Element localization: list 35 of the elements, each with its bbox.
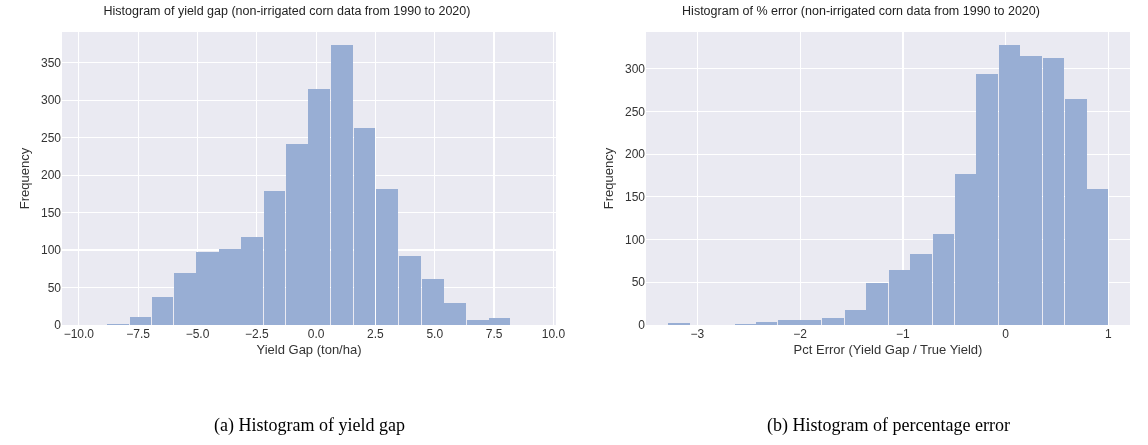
x-tick-label: 0.0 [307,327,325,341]
chart-title: Histogram of yield gap (non-irrigated corn data from 1990 to 2020) [103,4,471,19]
x-tick-label: 0 [1002,327,1010,341]
text: (b) Histogram of percentage error [767,415,1010,436]
y-axis-title: Frequency [600,147,616,210]
y-tick-label: 250 [624,104,646,119]
y-tick-label: 50 [47,280,62,295]
y-tick-label: 200 [624,147,646,162]
y-tick-label: 50 [631,275,646,290]
y-tick-label: 350 [40,55,62,70]
x-tick-label: 5.0 [426,327,444,341]
y-tick-label: 300 [624,61,646,76]
y-axis-title: Frequency [16,147,32,210]
y-tick-label: 300 [40,93,62,108]
x-axis-title: Pct Error (Yield Gap / True Yield) [793,341,983,357]
x-tick-label: −5.0 [185,327,210,341]
x-tick-label: −3 [690,327,705,341]
y-tick-label: 150 [624,190,646,205]
x-axis-title: Yield Gap (ton/ha) [256,341,362,357]
y-tick-label: 100 [624,232,646,247]
x-tick-label: −1 [896,327,911,341]
text: (a) Histogram of yield gap [214,415,405,436]
chart-title: Histogram of % error (non-irrigated corn data from 1990 to 2020) [682,4,1040,19]
x-tick-label: 7.5 [485,327,503,341]
x-tick-label: 2.5 [367,327,385,341]
x-tick-label: −2 [793,327,808,341]
y-tick-label: 200 [40,168,62,183]
x-tick-label: 1 [1105,327,1113,341]
x-tick-label: −2.5 [244,327,269,341]
y-tick-label: 250 [40,130,62,145]
x-tick-label: −7.5 [126,327,151,341]
x-tick-label: 10.0 [541,327,566,341]
y-tick-label: 150 [40,205,62,220]
y-tick-label: 100 [40,243,62,258]
x-tick-label: −10.0 [63,327,95,341]
